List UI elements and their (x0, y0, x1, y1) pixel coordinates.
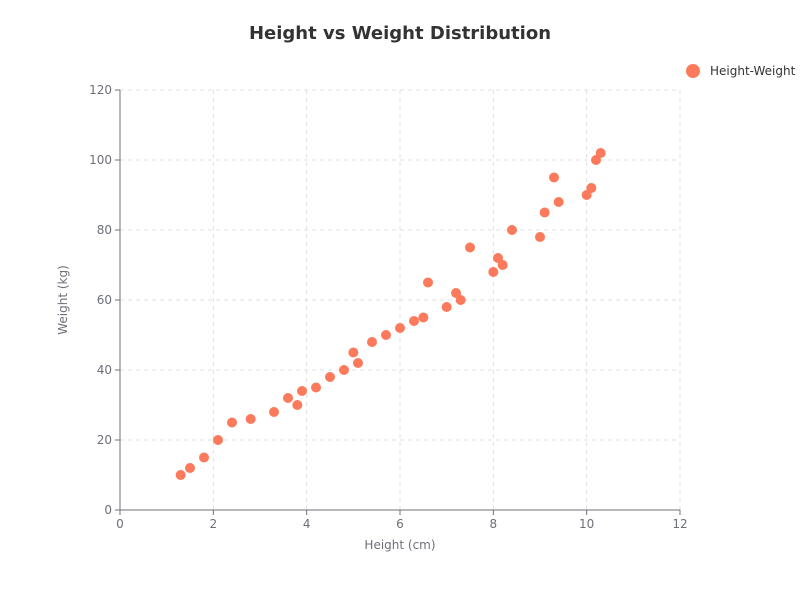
data-point[interactable] (283, 393, 293, 403)
data-point[interactable] (409, 316, 419, 326)
data-point[interactable] (353, 358, 363, 368)
data-point[interactable] (297, 386, 307, 396)
x-tick-label: 4 (303, 517, 311, 531)
data-point[interactable] (185, 463, 195, 473)
y-tick-label: 120 (89, 83, 112, 97)
y-tick-label: 20 (97, 433, 112, 447)
data-point[interactable] (549, 172, 559, 183)
data-point[interactable] (497, 260, 508, 270)
data-point[interactable] (507, 225, 517, 235)
data-point[interactable] (348, 347, 359, 358)
y-axis-label: Weight (kg) (56, 265, 70, 335)
data-point[interactable] (227, 417, 237, 428)
x-tick-label: 10 (579, 517, 594, 531)
x-tick-label: 6 (396, 517, 404, 531)
data-point[interactable] (175, 470, 186, 480)
data-point[interactable] (441, 302, 452, 312)
data-point[interactable] (553, 197, 564, 207)
data-point[interactable] (423, 277, 433, 288)
tick-labels: 0 20 40 60 80 100 120 0 2 4 6 8 10 12 (89, 83, 688, 531)
x-tick-label: 2 (210, 517, 218, 531)
x-tick-label: 12 (672, 517, 687, 531)
grid-lines (120, 89, 681, 510)
data-point[interactable] (586, 183, 597, 193)
data-point[interactable] (245, 414, 256, 424)
data-point[interactable] (292, 400, 303, 410)
data-point[interactable] (418, 312, 429, 323)
data-point[interactable] (325, 372, 335, 382)
data-point[interactable] (465, 242, 475, 253)
data-point[interactable] (455, 295, 466, 305)
data-point[interactable] (311, 382, 321, 393)
data-point[interactable] (269, 407, 279, 417)
data-point[interactable] (339, 365, 349, 375)
data-point[interactable] (595, 148, 606, 158)
data-point[interactable] (213, 435, 223, 445)
legend[interactable]: Height-Weight (686, 64, 796, 78)
y-tick-label: 0 (104, 503, 112, 517)
data-point[interactable] (199, 452, 209, 463)
axes (115, 89, 681, 515)
x-axis-label: Height (cm) (364, 538, 435, 552)
data-point[interactable] (488, 267, 499, 277)
data-points (175, 148, 606, 480)
y-tick-label: 40 (97, 363, 112, 377)
legend-item-label: Height-Weight (710, 64, 796, 78)
chart-title: Height vs Weight Distribution (249, 23, 551, 44)
data-point[interactable] (395, 323, 405, 333)
legend-marker (686, 64, 700, 78)
data-point[interactable] (535, 232, 545, 242)
y-tick-label: 60 (97, 293, 112, 307)
x-tick-label: 0 (116, 517, 124, 531)
x-tick-label: 8 (490, 517, 498, 531)
data-point[interactable] (367, 337, 377, 347)
data-point[interactable] (539, 207, 550, 218)
y-tick-label: 100 (89, 153, 112, 167)
y-tick-label: 80 (97, 223, 112, 237)
data-point[interactable] (381, 330, 391, 340)
